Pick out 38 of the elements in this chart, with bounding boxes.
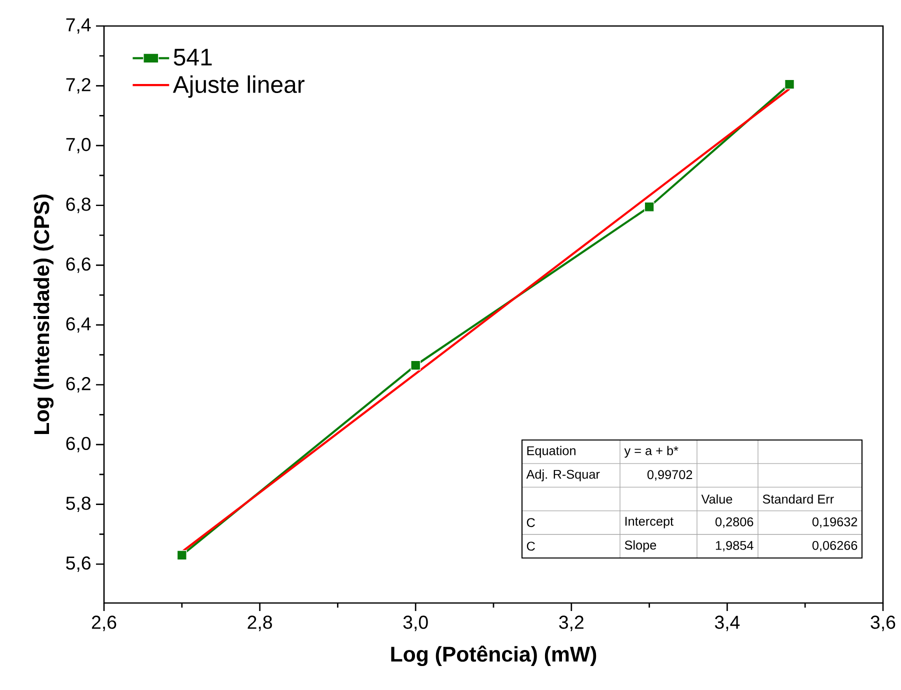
annotation: Equation	[527, 446, 576, 458]
annotation: 0,2806	[715, 517, 754, 528]
y-tick-label: 7,4	[66, 18, 91, 34]
y-tick-label: 7,0	[66, 138, 91, 154]
annotation: Intercept	[625, 516, 674, 528]
annotation: 0,99702	[647, 470, 692, 481]
annotation: Slope	[624, 540, 656, 552]
y-tick-label: 5,8	[66, 496, 90, 512]
annotation: 0,19632	[812, 517, 858, 528]
y-tick-label: 5,6	[66, 556, 90, 572]
annotation: Standard Err	[762, 494, 834, 504]
y-tick-label: 6,0	[66, 436, 91, 452]
annotation: C	[526, 542, 535, 551]
annotation: C	[526, 518, 535, 528]
annotation: Value	[701, 494, 732, 504]
x-tick-label: 2,8	[248, 616, 272, 632]
x-tick-label: 3,4	[714, 616, 740, 632]
annotation: y = a + b*	[624, 446, 678, 458]
y-tick-label: 6,8	[66, 198, 90, 214]
annotation: Adj. R-Squar	[526, 469, 600, 482]
x-tick-label: 3,0	[403, 616, 428, 632]
legend-label: Ajuste linear	[172, 75, 304, 98]
legend-label: 541	[174, 48, 212, 66]
point	[784, 79, 795, 90]
x-tick-label: 3,6	[870, 616, 896, 632]
point	[644, 202, 654, 212]
x-tick-label: 3,2	[559, 616, 584, 632]
x-axis-title: Log (Potência) (mW)	[391, 646, 596, 666]
y-tick-label: 7,2	[66, 78, 90, 94]
y-tick-label: 6,6	[66, 257, 90, 273]
point	[410, 360, 421, 370]
y-tick-label: 6,2	[66, 377, 90, 392]
x-tick-label: 2,6	[92, 616, 116, 632]
y-axis-title: Log (Intensidade) (CPS)	[34, 194, 54, 434]
y-tick-label: 6,4	[66, 317, 91, 333]
annotation: 1,9854	[716, 540, 754, 552]
point	[176, 550, 187, 560]
annotation: 0,06266	[812, 540, 858, 552]
